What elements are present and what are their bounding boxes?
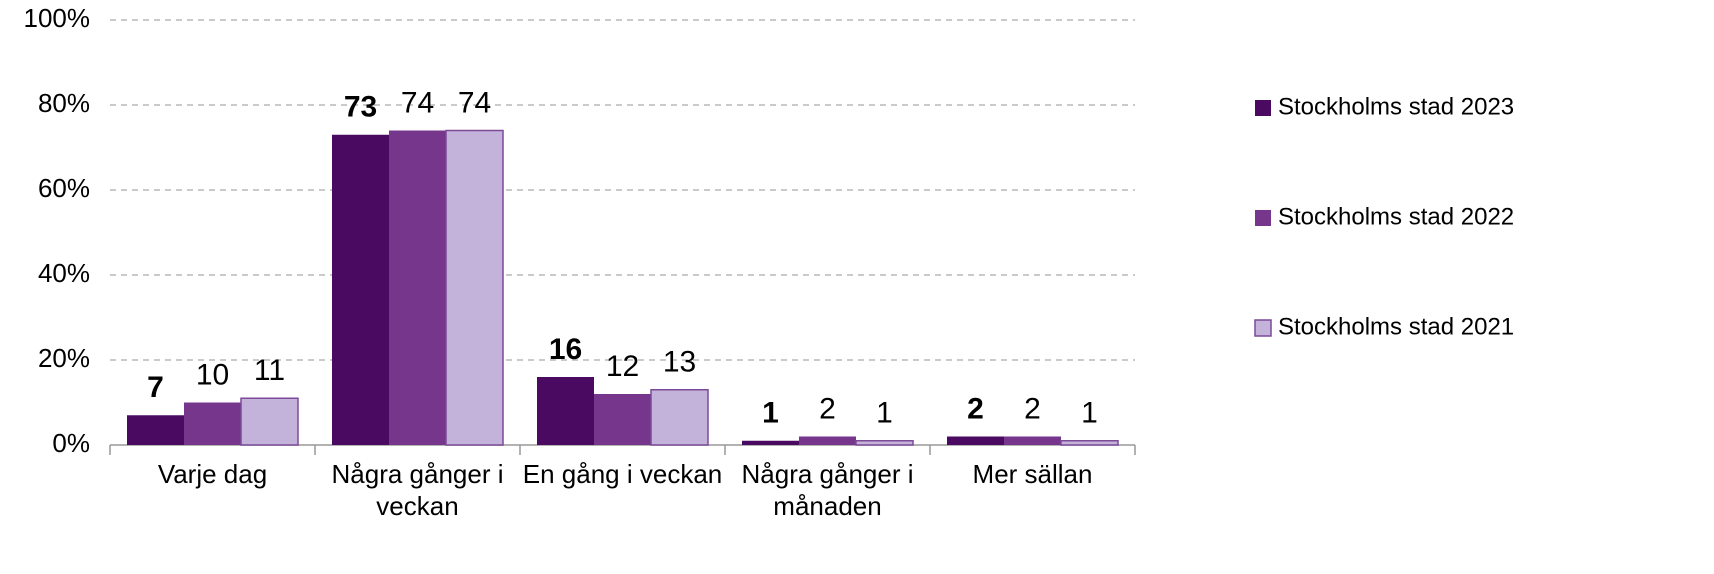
data-label: 1	[762, 397, 779, 430]
x-tick-label: En gång i veckan	[522, 459, 723, 489]
data-label: 2	[819, 392, 836, 425]
x-tick-label: Mer sällan	[972, 459, 1093, 489]
y-tick-label: 60%	[38, 173, 90, 203]
data-label: 2	[967, 392, 984, 425]
data-label: 73	[344, 91, 377, 124]
bar	[1004, 436, 1061, 445]
bar	[594, 394, 651, 445]
legend-swatch	[1255, 100, 1271, 116]
data-label: 12	[606, 350, 639, 383]
bar	[947, 436, 1004, 445]
bar	[650, 389, 709, 446]
bar	[184, 402, 241, 445]
data-label: 1	[876, 397, 893, 430]
bar	[537, 377, 594, 445]
bar	[742, 440, 799, 445]
data-label: 7	[147, 371, 164, 404]
data-label: 74	[401, 86, 434, 119]
data-label: 10	[196, 358, 229, 391]
legend-swatch	[1255, 210, 1271, 226]
data-label: 11	[254, 354, 285, 387]
legend-swatch	[1254, 319, 1272, 337]
legend-label: Stockholms stad 2021	[1278, 313, 1514, 340]
data-label: 13	[663, 346, 696, 379]
bar	[799, 436, 856, 445]
x-tick-label: Några gånger i månaden	[741, 459, 914, 521]
data-label: 1	[1081, 397, 1098, 430]
bar	[332, 134, 389, 445]
y-tick-label: 0%	[52, 428, 90, 458]
bar	[445, 129, 504, 446]
legend-label: Stockholms stad 2023	[1278, 93, 1514, 120]
bar	[1060, 440, 1119, 446]
x-tick-label: Några gånger i veckan	[331, 459, 504, 521]
y-tick-label: 20%	[38, 343, 90, 373]
data-label: 16	[549, 333, 582, 366]
y-tick-label: 100%	[24, 3, 91, 33]
x-tick-label: Varje dag	[157, 459, 268, 489]
y-tick-label: 80%	[38, 88, 90, 118]
y-tick-label: 40%	[38, 258, 90, 288]
bar	[127, 415, 184, 445]
data-label: 74	[458, 86, 491, 119]
bar	[855, 440, 914, 446]
legend-label: Stockholms stad 2022	[1278, 203, 1514, 230]
data-label: 2	[1024, 392, 1041, 425]
bar	[389, 130, 446, 445]
bar	[240, 397, 299, 446]
